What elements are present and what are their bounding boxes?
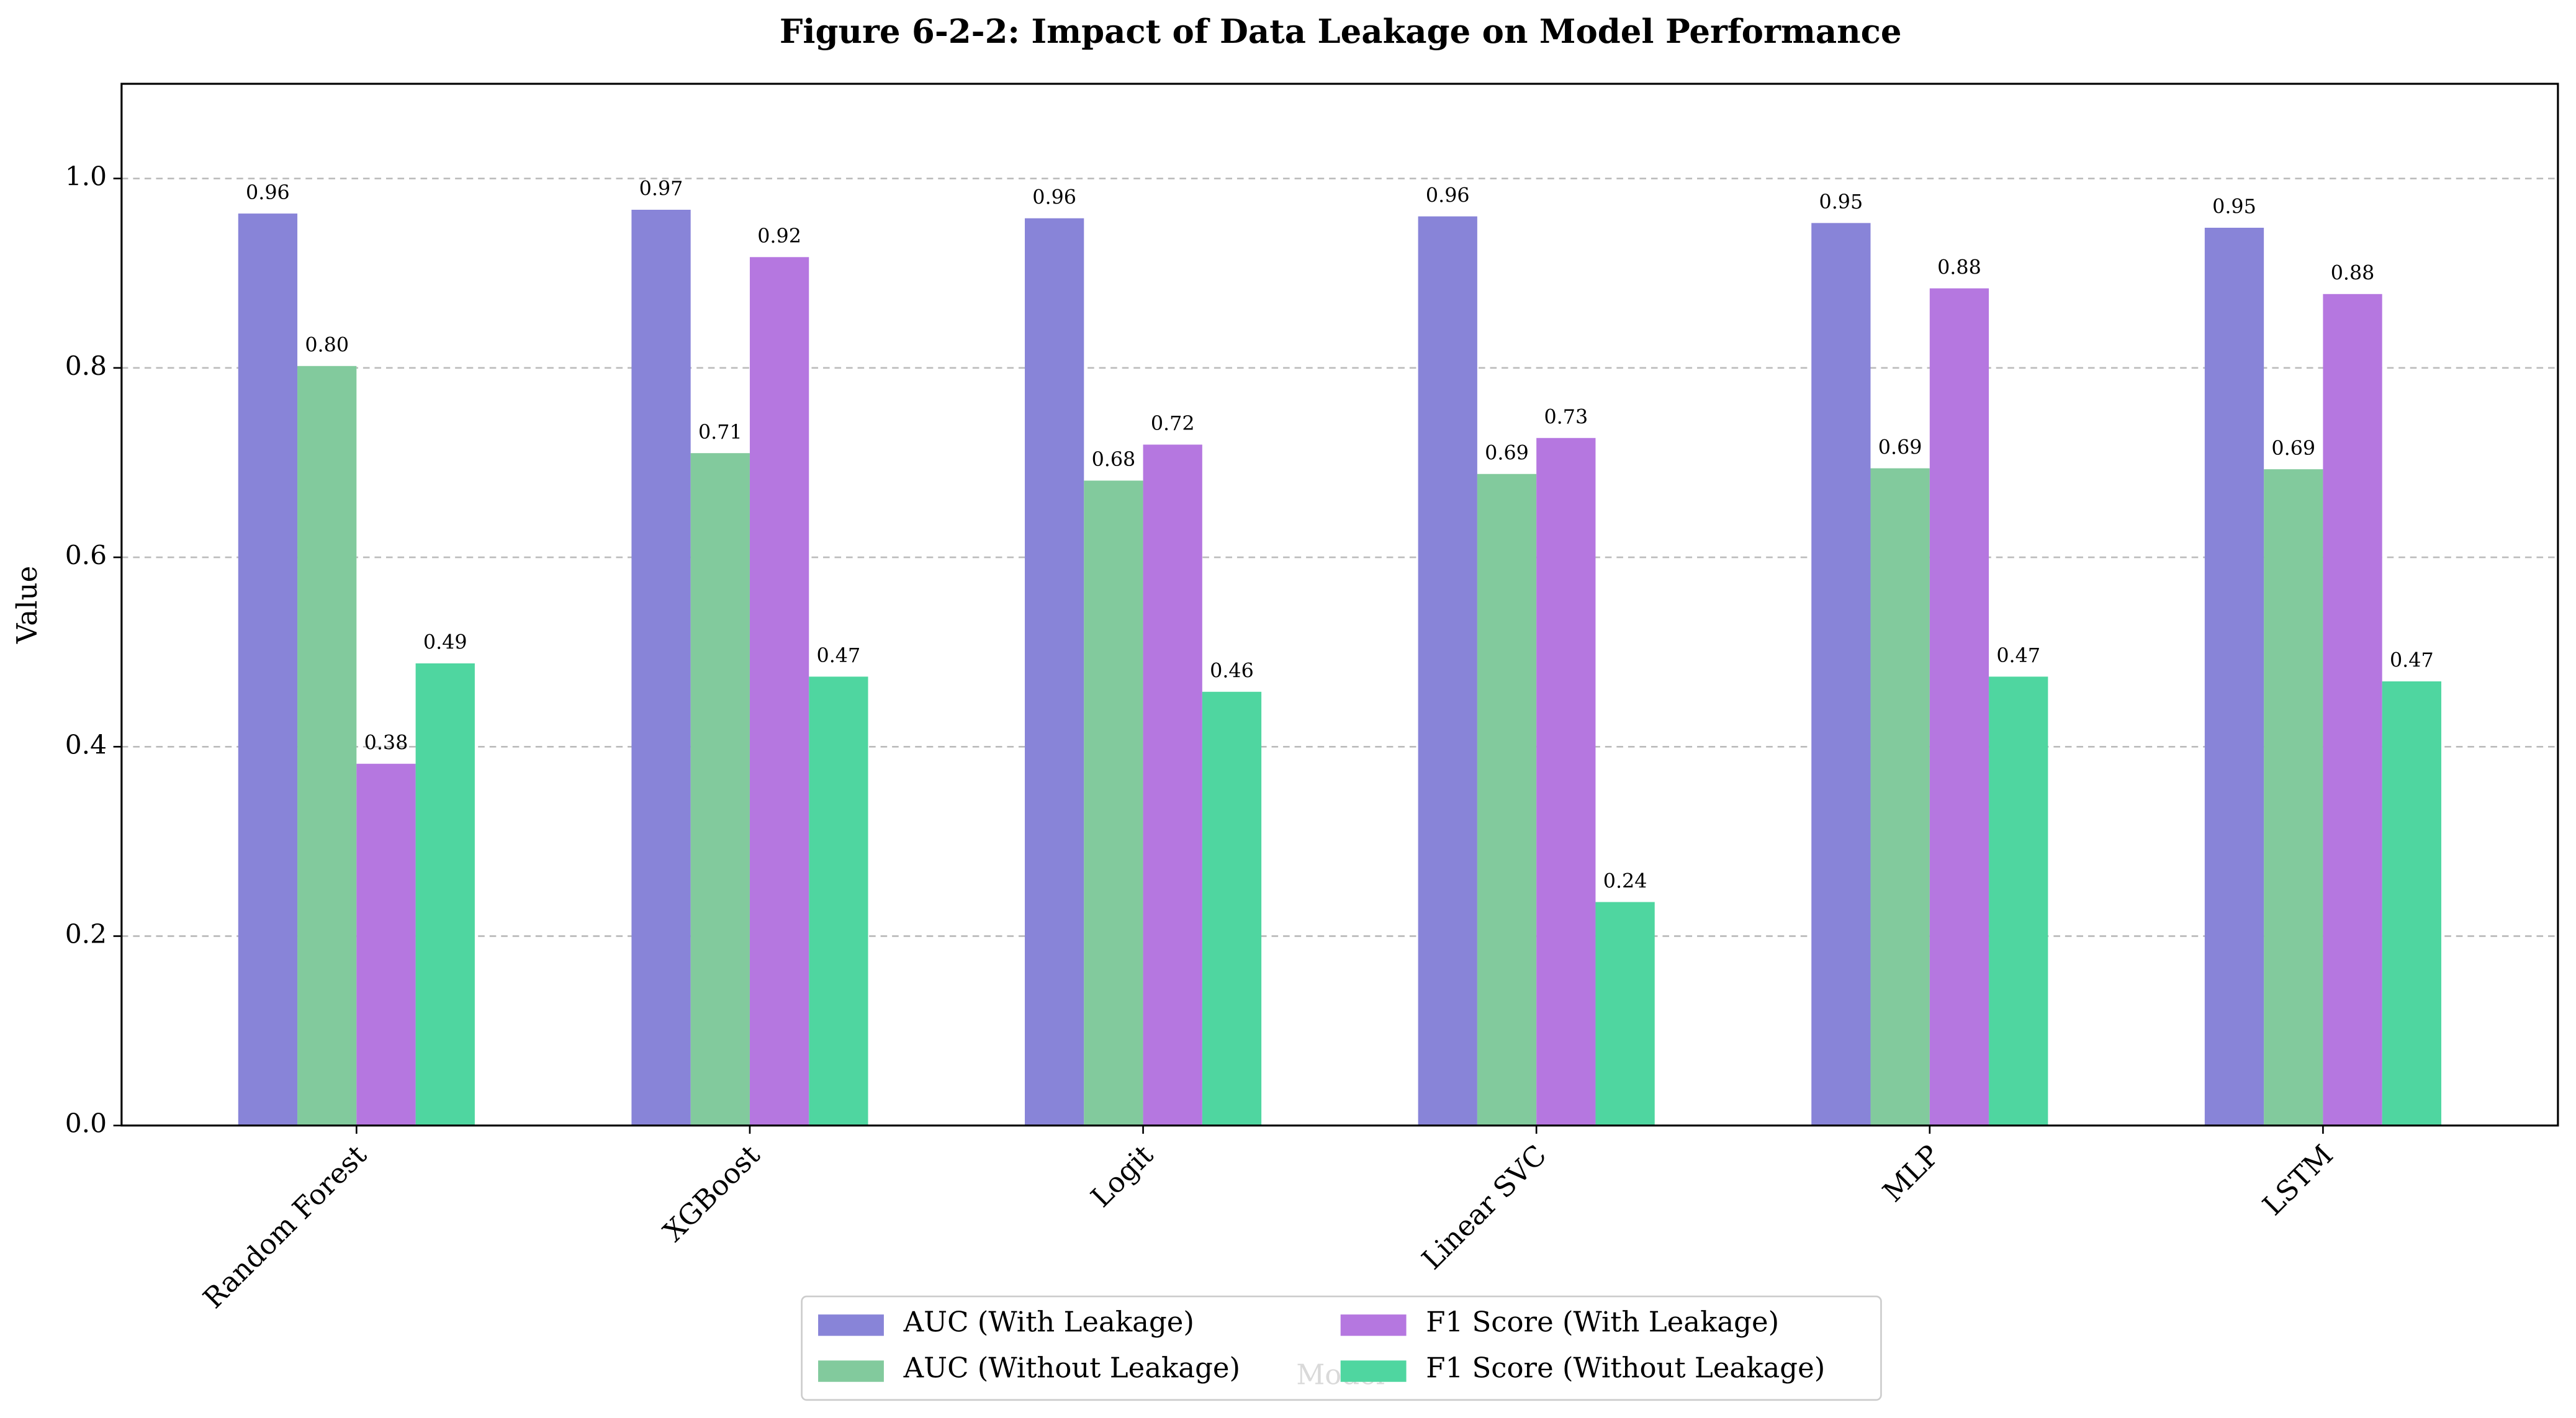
value-label: 0.68 [1092, 449, 1136, 471]
bar [1536, 438, 1596, 1126]
y-tick-label: 0.8 [65, 351, 107, 381]
value-label: 0.71 [698, 421, 742, 444]
bar [2204, 227, 2264, 1126]
value-label: 0.72 [1151, 413, 1195, 435]
bar [1811, 223, 1871, 1126]
value-label: 0.92 [757, 225, 801, 248]
value-label: 0.69 [1485, 442, 1529, 464]
chart-title: Figure 6-2-2: Impact of Data Leakage on … [780, 12, 1902, 51]
y-tick-label: 1.0 [65, 161, 107, 192]
bar [1202, 691, 1262, 1126]
value-label: 0.96 [1426, 184, 1470, 207]
bar [1477, 473, 1537, 1126]
value-label: 0.49 [423, 632, 467, 654]
bar [297, 366, 357, 1126]
value-label: 0.96 [246, 182, 290, 204]
value-label: 0.38 [364, 732, 408, 754]
value-label: 0.69 [1878, 436, 1922, 459]
value-label: 0.47 [2390, 650, 2434, 672]
x-tick-label: Random Forest [197, 1138, 373, 1314]
legend-label: F1 Score (Without Leakage) [1426, 1352, 1825, 1384]
bar [1418, 216, 1477, 1126]
value-label: 0.95 [1819, 191, 1863, 213]
bar [1989, 676, 2048, 1126]
value-label: 0.88 [1937, 256, 1981, 279]
value-label: 0.69 [2271, 438, 2315, 460]
legend-swatch [1340, 1360, 1407, 1382]
y-tick-label: 0.2 [65, 918, 107, 949]
plot-frame [120, 83, 2559, 1127]
bar [1143, 444, 1202, 1126]
y-tick-label: 0.0 [65, 1108, 107, 1139]
x-tick-label: MLP [1876, 1138, 1947, 1208]
x-tick-label: LSTM [2256, 1138, 2340, 1221]
legend-swatch [1340, 1314, 1407, 1336]
bar [809, 676, 868, 1126]
legend-swatch [818, 1314, 884, 1336]
y-tick-label: 0.4 [65, 729, 107, 760]
value-label: 0.47 [817, 645, 861, 667]
value-label: 0.47 [1996, 645, 2040, 667]
legend-swatch [818, 1360, 884, 1382]
bar [1025, 218, 1084, 1126]
legend-label: AUC (Without Leakage) [903, 1352, 1240, 1384]
bar [2382, 681, 2441, 1126]
bar [1084, 480, 1143, 1126]
legend-label: F1 Score (With Leakage) [1426, 1306, 1779, 1339]
bar [2323, 294, 2382, 1126]
value-label: 0.73 [1544, 406, 1588, 429]
value-label: 0.88 [2331, 263, 2375, 285]
bar [1595, 902, 1655, 1126]
x-tick-label: Logit [1084, 1138, 1160, 1213]
legend: AUC (With Leakage) AUC (Without Leakage) F… [801, 1295, 1882, 1401]
bar [356, 763, 416, 1126]
x-tick-label: Linear SVC [1415, 1138, 1552, 1276]
bar [749, 257, 809, 1126]
legend-label: AUC (With Leakage) [903, 1306, 1194, 1339]
value-label: 0.80 [305, 334, 349, 357]
value-label: 0.97 [639, 178, 683, 200]
legend-box [801, 1295, 1882, 1401]
bar [238, 213, 298, 1126]
value-label: 0.24 [1603, 870, 1647, 892]
bar [1870, 468, 1930, 1126]
value-label: 0.96 [1032, 186, 1076, 209]
bar [690, 453, 750, 1126]
bar [2264, 469, 2323, 1126]
bar [631, 210, 691, 1126]
bar [415, 663, 475, 1126]
value-label: 0.95 [2212, 196, 2256, 218]
bar [1929, 288, 1989, 1126]
y-axis-label: Value [11, 566, 43, 644]
y-tick-label: 0.6 [65, 540, 107, 570]
x-tick-label: XGBoost [657, 1138, 766, 1247]
value-label: 0.46 [1210, 660, 1254, 682]
